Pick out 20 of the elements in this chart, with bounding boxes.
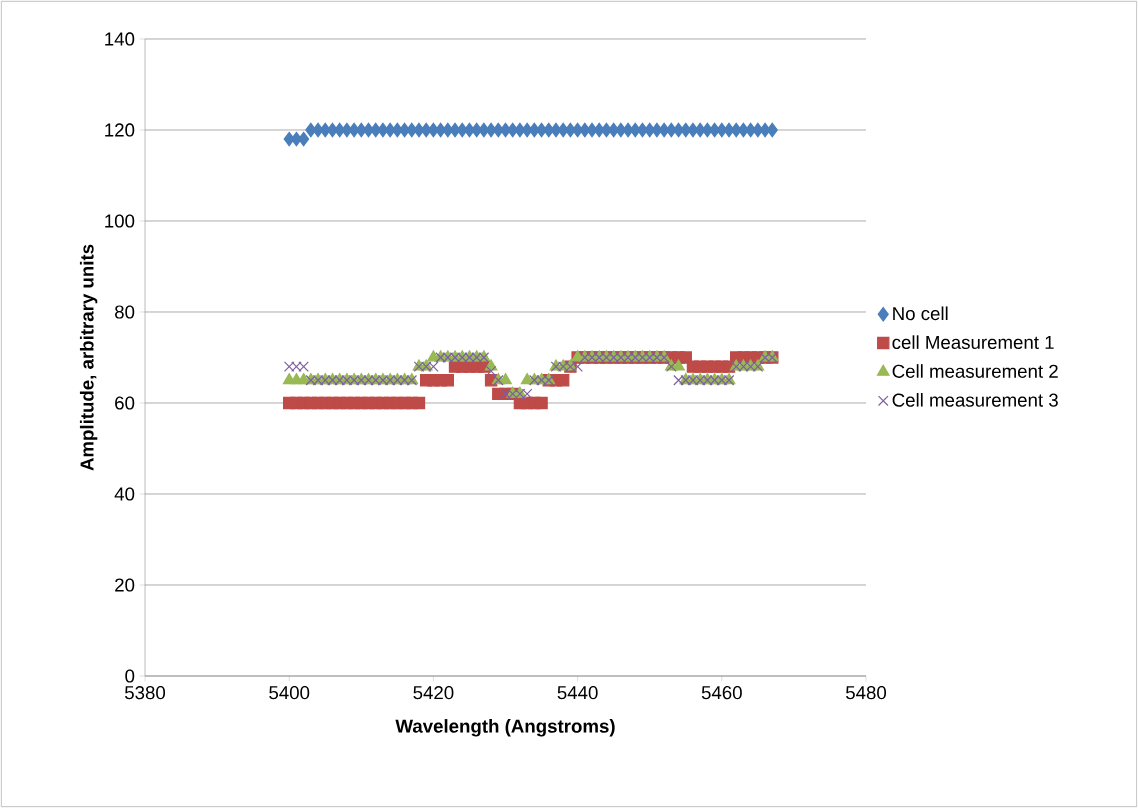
x-tick-label: 5480 bbox=[846, 686, 887, 700]
y-tick-label: 20 bbox=[115, 578, 135, 592]
y-axis-title: Amplitude, arbitrary units bbox=[79, 244, 98, 471]
legend-label: cell Measurement 1 bbox=[892, 335, 1054, 350]
x-tick-label: 5460 bbox=[701, 686, 742, 700]
y-tick-label: 140 bbox=[105, 32, 135, 46]
y-tick-label: 40 bbox=[114, 487, 135, 501]
x-tick-label: 5420 bbox=[413, 686, 454, 700]
y-tick-label: 100 bbox=[105, 214, 135, 228]
x-tick-label: 5400 bbox=[269, 686, 310, 700]
legend-label: No cell bbox=[893, 306, 948, 321]
legend-label: Cell measurement 3 bbox=[892, 393, 1058, 407]
legend-label: Cell measurement 2 bbox=[892, 364, 1058, 378]
y-tick-label: 60 bbox=[115, 396, 135, 410]
x-tick-label: 5440 bbox=[557, 686, 598, 700]
y-tick-label: 0 bbox=[125, 669, 135, 683]
x-axis-title: Wavelength (Angstroms) bbox=[395, 719, 615, 737]
y-tick-label: 80 bbox=[115, 305, 135, 319]
x-tick-label: 5380 bbox=[124, 686, 166, 700]
y-tick-label: 120 bbox=[105, 123, 135, 137]
